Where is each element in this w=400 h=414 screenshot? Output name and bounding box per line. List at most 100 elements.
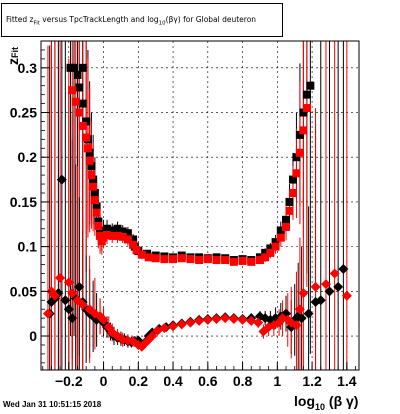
data-point-square: [186, 255, 195, 264]
data-point-diamond: [49, 290, 60, 301]
data-point-square: [261, 253, 270, 262]
chart-title-box: Fitted zFit versus TpcTrackLength and lo…: [1, 3, 283, 37]
data-point-square: [255, 256, 264, 265]
data-point-diamond: [220, 313, 231, 324]
x-tick-label: 0: [100, 373, 108, 389]
data-point-square: [288, 175, 297, 184]
data-point-square: [75, 83, 84, 92]
data-point-square: [271, 242, 280, 251]
data-point-square: [83, 144, 92, 153]
chart-title: Fitted zFit versus TpcTrackLength and lo…: [6, 15, 256, 27]
data-point-square: [108, 226, 117, 235]
data-point-square: [87, 162, 96, 171]
data-point-square: [177, 254, 186, 263]
data-point-square: [203, 255, 212, 264]
data-point-diamond: [42, 308, 53, 319]
data-point-square: [129, 235, 138, 244]
plot-frame: [40, 40, 360, 371]
data-point-diamond: [60, 295, 71, 306]
data-point-diamond: [228, 314, 239, 325]
data-point-square: [94, 217, 103, 226]
data-point-square: [113, 231, 122, 240]
data-point-square: [288, 188, 297, 197]
data-point-square: [123, 235, 132, 244]
x-tick-label: 0.6: [198, 373, 218, 389]
y-tick-label: 0.05: [10, 283, 37, 299]
data-point-square: [285, 206, 294, 215]
timestamp-footer: Wed Jan 31 10:51:15 2018: [3, 400, 102, 409]
data-point-diamond: [298, 288, 309, 299]
data-point-square: [118, 232, 127, 241]
y-axis-title-sub: Fit: [10, 47, 20, 58]
data-point-square: [276, 233, 285, 242]
data-point-square: [271, 238, 280, 247]
data-point-square: [123, 229, 132, 238]
data-point-square: [299, 126, 308, 135]
data-point-square: [302, 90, 311, 99]
x-tick-label: 0.2: [129, 373, 149, 389]
title-suffix: (βγ) for Global deuteron: [165, 15, 257, 24]
data-point-square: [229, 257, 238, 266]
data-point-square: [292, 169, 301, 178]
data-point-square: [82, 117, 91, 126]
data-point-diamond: [253, 317, 264, 328]
data-point-diamond: [176, 319, 187, 330]
data-point-square: [137, 250, 146, 259]
data-point-square: [113, 224, 122, 233]
data-point-square: [282, 222, 291, 231]
data-point-square: [108, 231, 117, 240]
y-tick-label: 0: [29, 328, 37, 344]
data-point-diamond: [341, 290, 352, 301]
data-point-square: [71, 97, 80, 106]
data-point-diamond: [74, 281, 85, 292]
title-prefix: Fitted z: [6, 15, 34, 24]
x-axis-title-tail: (β γ): [325, 393, 358, 409]
data-point-square: [78, 99, 87, 108]
data-point-square: [299, 108, 308, 117]
data-point-square: [266, 244, 275, 253]
data-point-square: [90, 196, 99, 205]
data-point-square: [70, 63, 79, 72]
data-point-square: [85, 148, 94, 157]
data-point-diamond: [246, 315, 257, 326]
data-point-square: [295, 148, 304, 157]
data-point-square: [261, 248, 270, 257]
x-tick-label: 1.4: [337, 373, 357, 389]
data-point-square: [89, 182, 98, 191]
data-point-square: [282, 215, 291, 224]
data-point-square: [238, 256, 247, 265]
data-point-square: [195, 256, 204, 265]
data-point-diamond: [315, 295, 326, 306]
data-point-square: [129, 240, 138, 249]
x-tick-label: 1.2: [302, 373, 322, 389]
title-mid: versus TpcTrackLength and log: [39, 15, 159, 24]
data-point-diamond: [185, 317, 196, 328]
data-point-square: [87, 171, 96, 180]
data-point-square: [103, 231, 112, 240]
data-point-diamond: [211, 314, 222, 325]
x-tick-label: −0.2: [55, 373, 83, 389]
y-tick-label: 0.25: [10, 105, 37, 121]
x-axis-title: log10 (β γ): [294, 393, 358, 412]
data-point-square: [89, 175, 98, 184]
data-point-diamond: [194, 315, 205, 326]
data-points: [42, 63, 352, 352]
data-point-square: [94, 222, 103, 231]
data-point-square: [92, 202, 101, 211]
data-point-square: [160, 255, 169, 264]
data-point-diamond: [291, 320, 302, 331]
title-sub-10: 10: [158, 20, 166, 27]
data-point-square: [276, 226, 285, 235]
data-point-diamond: [159, 322, 170, 333]
data-point-diamond: [294, 304, 305, 315]
x-tick-label: 0.8: [233, 373, 253, 389]
data-point-square: [266, 248, 275, 257]
data-point-square: [306, 81, 315, 90]
data-point-diamond: [237, 314, 248, 325]
data-point-square: [285, 197, 294, 206]
y-axis-title: zFit: [5, 47, 21, 65]
y-tick-label: 0.2: [18, 149, 38, 165]
data-point-diamond: [310, 281, 321, 292]
x-tick-label: 0.4: [163, 373, 183, 389]
data-point-square: [295, 130, 304, 139]
